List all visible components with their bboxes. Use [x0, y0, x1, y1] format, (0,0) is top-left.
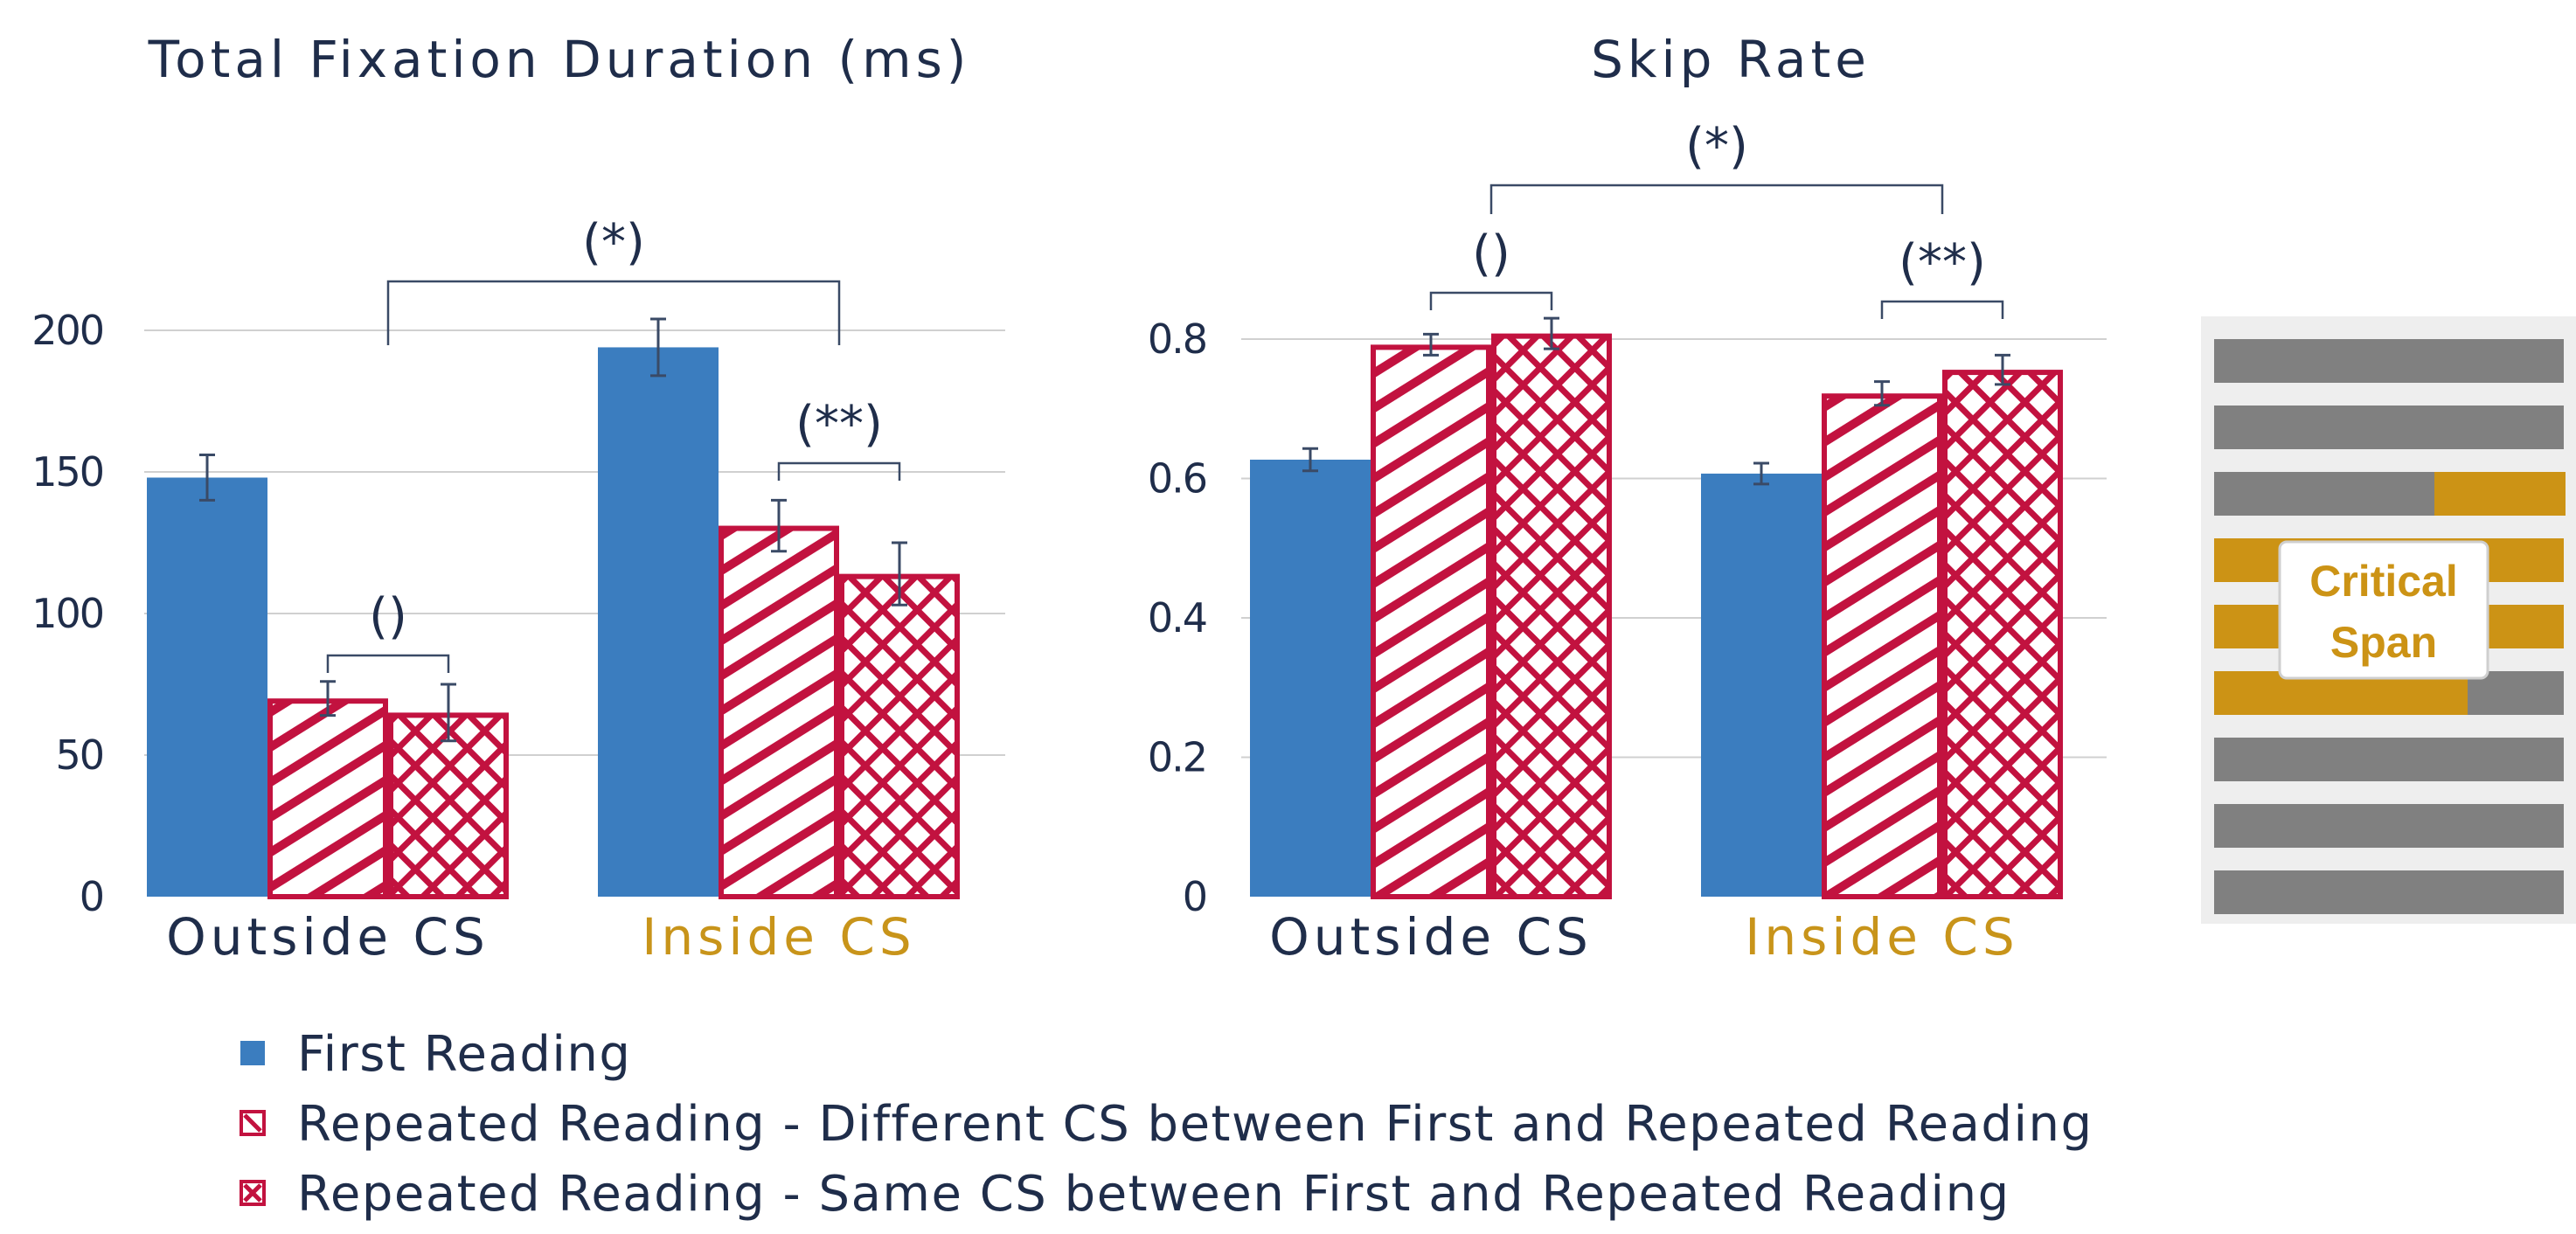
bar-repeated-same [839, 573, 960, 899]
y-tick-label: 0 [80, 873, 103, 920]
y-tick-label: 200 [31, 307, 103, 354]
legend-label: First Reading [297, 1026, 632, 1083]
chart-1: Total Fixation Duration (ms) 0 50 100 150 200… [31, 30, 1005, 967]
critical-span-illustration: Critical Span [2201, 316, 2576, 924]
y-tick-label: 0.8 [1148, 315, 1206, 363]
chart-title: Skip Rate [1591, 30, 1871, 89]
legend-swatch-diagonal [240, 1110, 266, 1136]
category-label: Outside CS [1269, 907, 1593, 967]
bar-repeated-different [1822, 393, 1942, 899]
bar-first-reading [1701, 473, 1822, 897]
bar-repeated-same [388, 712, 509, 900]
significance-bracket [1489, 184, 1944, 214]
significance-label: () [1472, 225, 1510, 282]
significance-bracket [386, 280, 841, 345]
legend-label: Repeated Reading - Different CS between … [297, 1096, 2093, 1153]
charts: Total Fixation Duration (ms) 0 50 100 150 200… [31, 30, 2107, 967]
y-tick-label: 0 [1183, 873, 1206, 920]
significance-bracket [777, 461, 901, 481]
legend-swatch-crosshatch [240, 1180, 266, 1206]
significance-bracket [1880, 300, 2004, 319]
bar-repeated-same [1491, 333, 1612, 899]
significance-label: (**) [795, 396, 883, 453]
y-tick-label: 100 [31, 590, 103, 637]
text-line-bar [2214, 804, 2564, 848]
critical-span-label: Span [2330, 618, 2437, 667]
y-tick-label: 50 [55, 731, 103, 779]
text-line-bar [2214, 406, 2564, 449]
bar-repeated-same [1942, 370, 2063, 899]
significance-label: (*) [582, 214, 645, 271]
text-line-bar [2214, 339, 2564, 383]
chart-title: Total Fixation Duration (ms) [148, 30, 971, 89]
bar-repeated-different [1371, 344, 1491, 899]
bar-first-reading [598, 347, 719, 897]
bar-repeated-different [267, 698, 388, 900]
bar-first-reading [1250, 459, 1371, 897]
text-line-bar [2214, 738, 2564, 781]
legend-label: Repeated Reading - Same CS between First… [297, 1166, 2010, 1223]
significance-bracket [1429, 291, 1553, 310]
critical-span-label: Critical [2309, 557, 2458, 606]
significance-label: (*) [1685, 118, 1748, 175]
bar-first-reading [147, 477, 267, 897]
category-label: Inside CS [1745, 907, 2018, 967]
bar-repeated-different [719, 525, 839, 899]
legend-swatch-solid [240, 1041, 265, 1065]
significance-label: () [369, 588, 407, 645]
y-tick-label: 0.6 [1148, 455, 1206, 503]
y-tick-label: 0.4 [1148, 594, 1206, 641]
critical-span-box [2278, 540, 2489, 680]
text-line-bar [2214, 870, 2564, 914]
text-line-bar [2434, 472, 2566, 516]
y-tick-label: 0.2 [1148, 734, 1206, 781]
text-line-bar [2214, 472, 2434, 516]
y-tick-label: 150 [31, 448, 103, 496]
chart-2: Skip Rate 0 0.2 0.4 0.6 0.8 Outside CS Inside C… [1148, 30, 2107, 967]
significance-bracket [326, 654, 450, 673]
category-label: Inside CS [642, 907, 915, 967]
category-label: Outside CS [166, 907, 490, 967]
significance-label: (**) [1899, 234, 1986, 291]
